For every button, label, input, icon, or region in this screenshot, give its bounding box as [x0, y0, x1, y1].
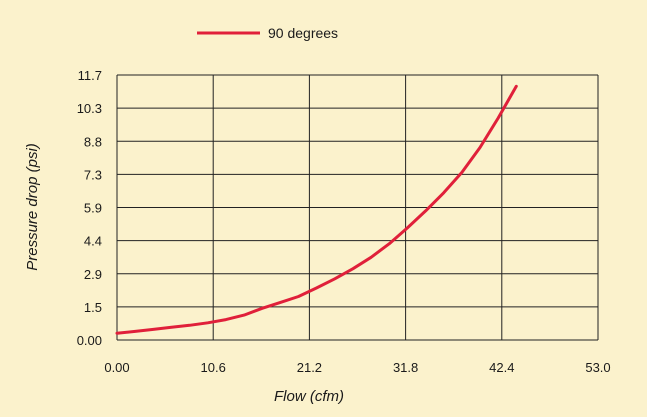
y-tick-label: 1.5	[84, 300, 102, 315]
x-tick-labels: 0.00 10.6 21.2 31.8 42.4 53.0	[104, 360, 610, 375]
legend: 90 degrees	[197, 25, 338, 41]
y-tick-label: 2.9	[84, 267, 102, 282]
legend-label: 90 degrees	[268, 25, 338, 41]
y-tick-label: 11.7	[78, 68, 102, 83]
y-tick-label: 10.3	[77, 101, 102, 116]
y-tick-label: 4.4	[84, 234, 102, 249]
x-tick-label: 53.0	[585, 360, 610, 375]
y-tick-label: 0.00	[77, 333, 102, 348]
y-axis-title: Pressure drop (psi)	[24, 143, 41, 271]
x-tick-label: 42.4	[489, 360, 514, 375]
series-layer	[115, 84, 518, 335]
y-tick-labels: 0.00 1.5 2.9 4.4 5.9 7.3 8.8 10.3 11.7	[77, 68, 102, 348]
x-tick-label: 10.6	[201, 360, 226, 375]
x-axis-title: Flow (cfm)	[274, 388, 344, 405]
x-tick-label: 31.8	[393, 360, 418, 375]
y-tick-label: 5.9	[84, 201, 102, 216]
grid	[116, 74, 599, 341]
y-tick-label: 7.3	[84, 167, 102, 182]
x-tick-label: 21.2	[297, 360, 322, 375]
y-tick-label: 8.8	[84, 134, 102, 149]
x-tick-label: 0.00	[104, 360, 129, 375]
series-line	[115, 84, 518, 335]
